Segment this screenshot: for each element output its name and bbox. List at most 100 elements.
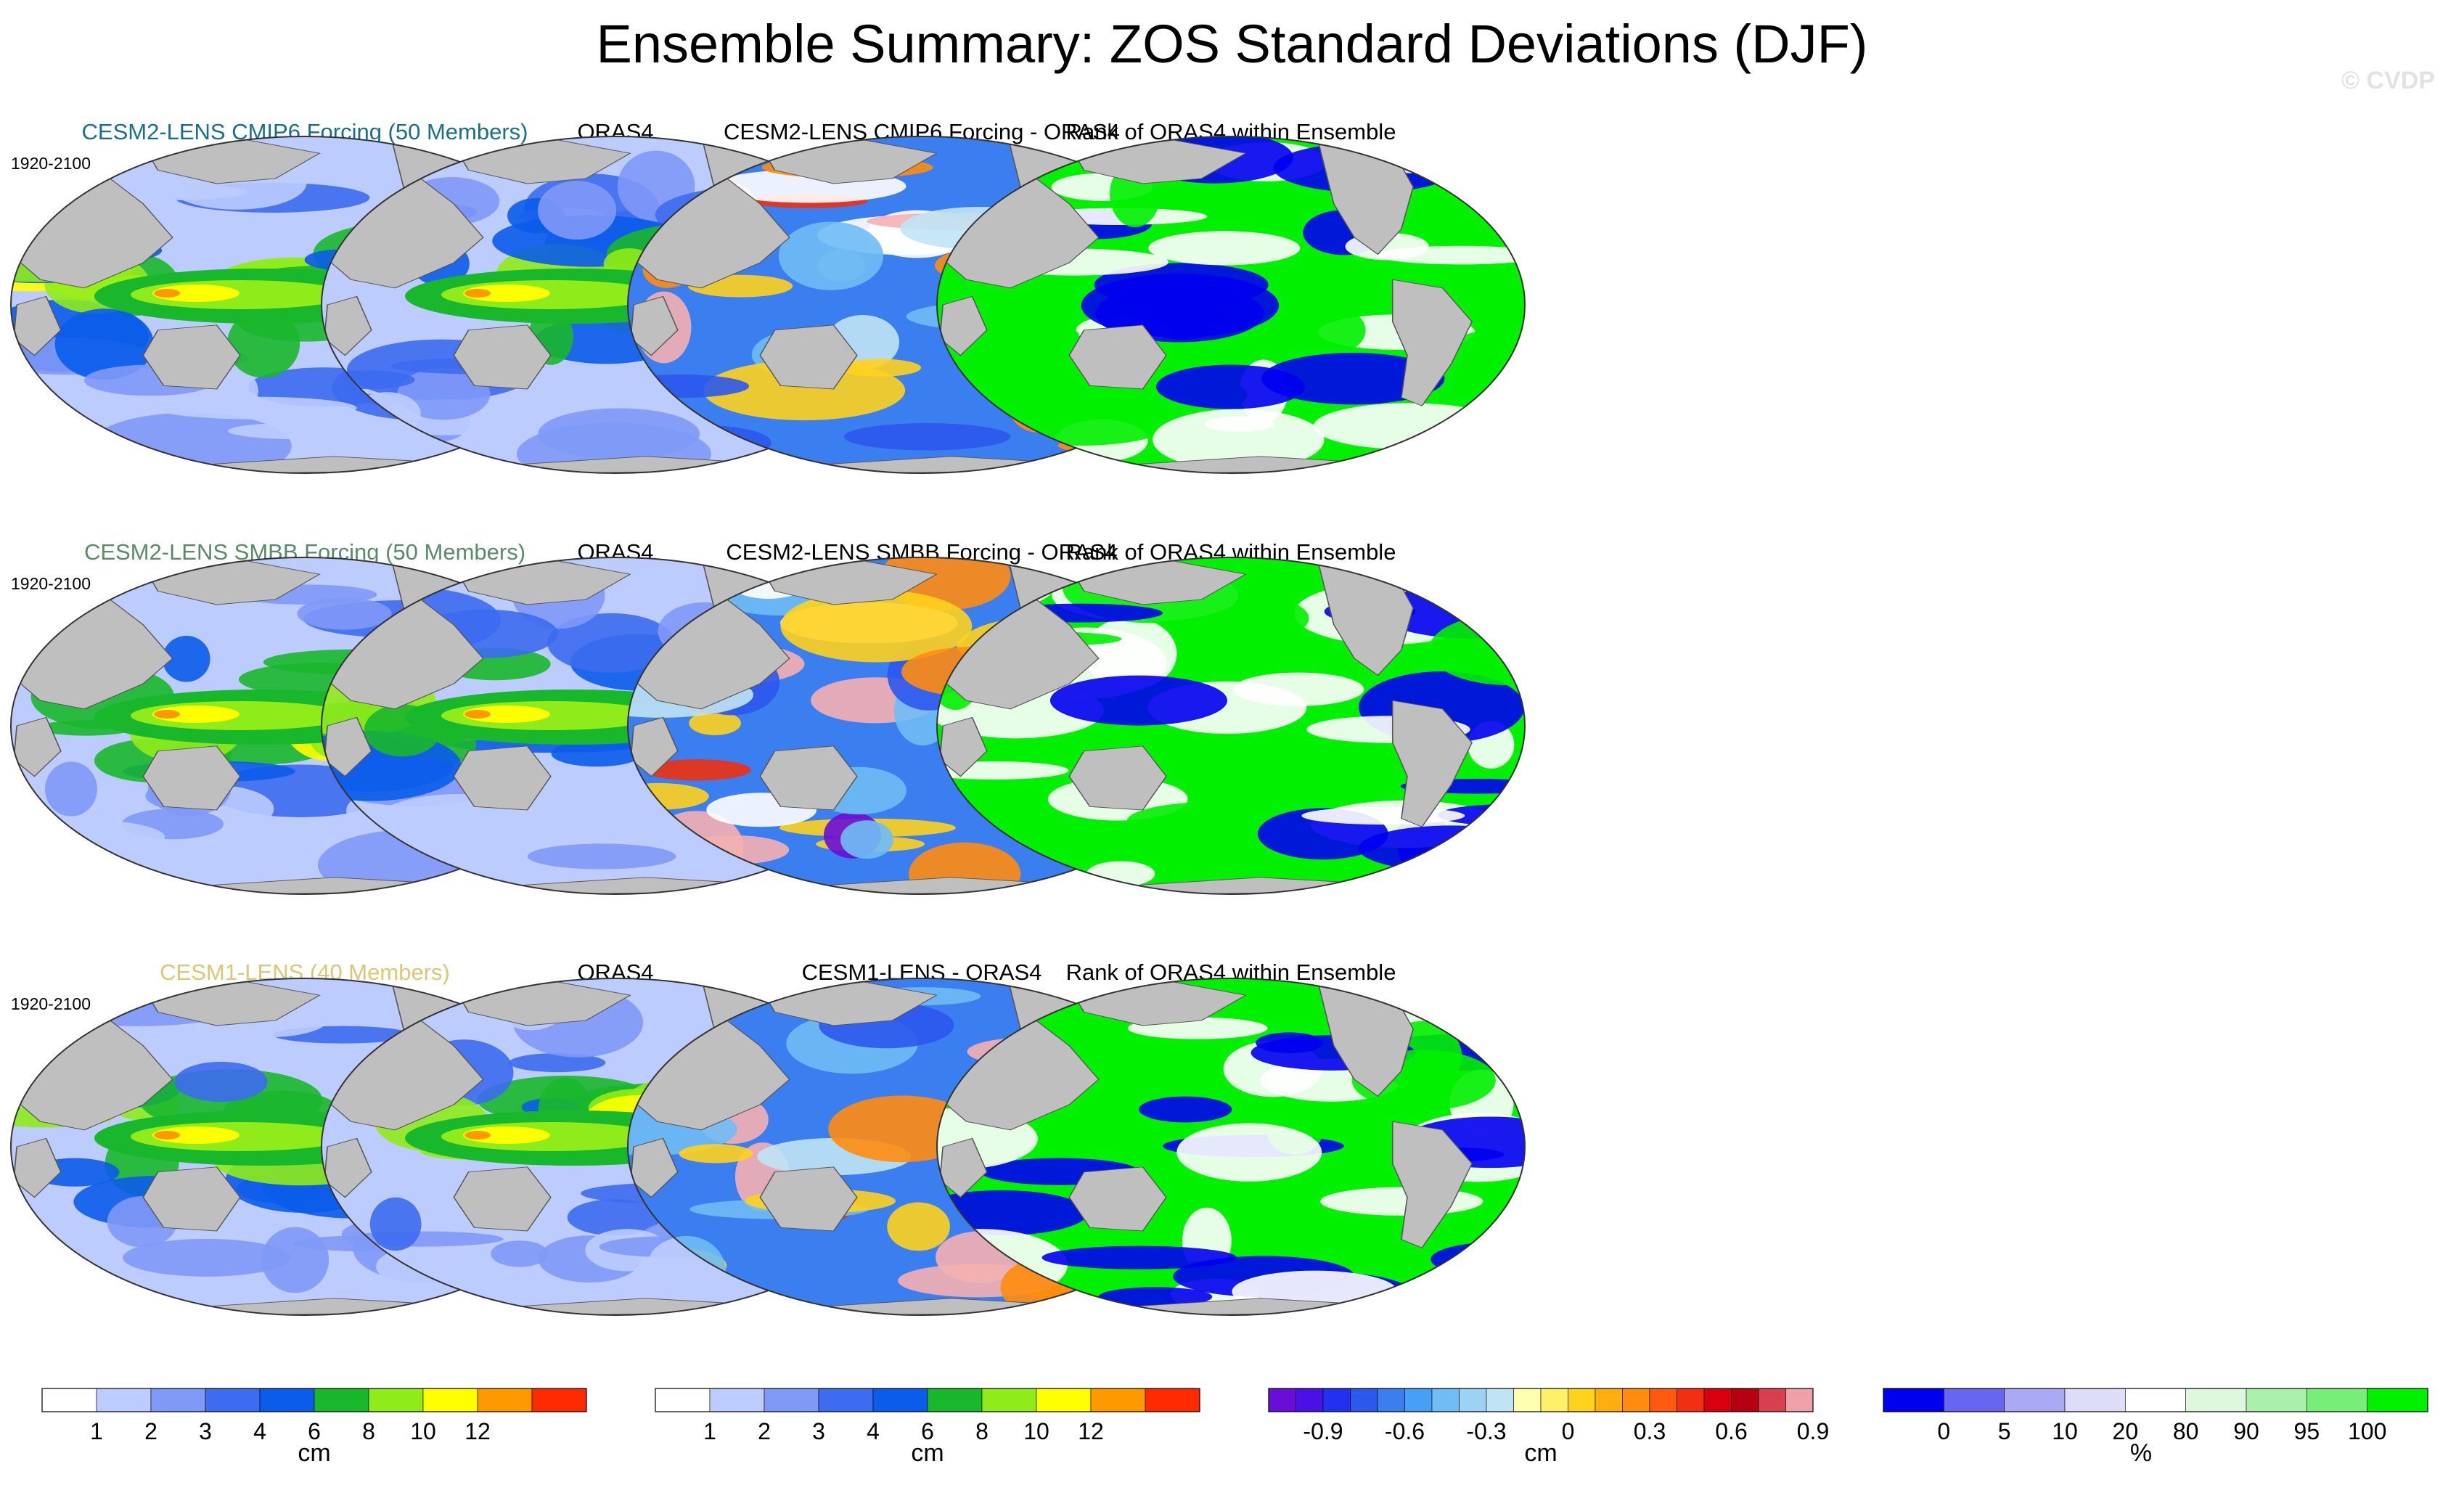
map-land (142, 324, 241, 390)
colorbar-swatch (1883, 1388, 1944, 1412)
map-field-patch (509, 1053, 606, 1073)
map-field-patch (1289, 759, 1415, 809)
colorbar-swatch (1649, 1388, 1677, 1412)
colorbar-swatch (259, 1388, 315, 1412)
colorbar-tick-label: 5 (1998, 1418, 2011, 1444)
map-field-patch (67, 1273, 112, 1310)
colorbar-tick-label: -0.6 (1385, 1418, 1425, 1444)
colorbar-swatch (1944, 1388, 2005, 1412)
map-field-patch (817, 249, 866, 282)
map-panel-3-4 (937, 978, 1525, 1315)
map-field-patch (1301, 806, 1465, 825)
colorbar-tick-label: 90 (2233, 1418, 2259, 1444)
colorbar-swatch (314, 1388, 369, 1412)
colorbar-tick-label: 12 (464, 1418, 491, 1444)
map-equatorial-max (152, 285, 240, 302)
colorbar-swatch (1540, 1388, 1568, 1412)
map-field-patch (491, 1240, 549, 1267)
map-field-patch (840, 820, 893, 859)
map-equatorial-max (463, 705, 550, 723)
map-field-patch (1457, 329, 1525, 356)
colorbar-tick-label: 3 (812, 1418, 825, 1444)
colorbar-frame (1268, 1388, 1814, 1412)
map-field-patch (297, 597, 392, 630)
colorbar-swatch (1758, 1388, 1786, 1412)
colorbar-swatch (150, 1388, 206, 1412)
map-land (1391, 1121, 1473, 1248)
colorbar-swatch (709, 1388, 765, 1412)
map-field-patch (1139, 1096, 1232, 1123)
map-equatorial-peak (154, 710, 180, 719)
colorbar-unit: cm (1524, 1439, 1557, 1467)
map-field-patch (45, 761, 97, 817)
colorbar-tick-label: 10 (2052, 1418, 2078, 1444)
map-field-patch (162, 635, 210, 682)
map-field-patch (397, 368, 491, 420)
map-field-patch (227, 422, 385, 440)
colorbar-tick-label: 0 (1937, 1418, 1950, 1444)
colorbar-swatch (2246, 1388, 2307, 1412)
colorbar-swatch (927, 1388, 983, 1412)
map-field-patch (689, 711, 741, 735)
colorbar-tick-label: 8 (362, 1418, 375, 1444)
colorbar-swatch (1404, 1388, 1433, 1412)
colorbar-tick-label: -0.3 (1466, 1418, 1506, 1444)
map-field-patch (887, 1202, 950, 1251)
colorbar-tick-label: 1 (90, 1418, 103, 1444)
colorbar-swatch (1322, 1388, 1351, 1412)
map-land (142, 1166, 241, 1232)
colorbar-swatch (1268, 1388, 1296, 1412)
colorbar-swatch (1377, 1388, 1405, 1412)
colorbar-swatch (655, 1388, 711, 1412)
map-field-patch (1261, 353, 1445, 405)
colorbar-swatch (2307, 1388, 2367, 1412)
colorbar-swatch (41, 1388, 97, 1412)
map-outline (936, 557, 1526, 895)
colorbar-swatch (1350, 1388, 1378, 1412)
map-land (453, 1166, 552, 1232)
map-field-patch (1313, 403, 1506, 450)
map-field-patch (937, 337, 1037, 404)
map-field-patch (1459, 557, 1525, 618)
colorbar-tick-label: 2 (144, 1418, 157, 1444)
map-land (1480, 152, 1525, 230)
colorbar-swatch (1731, 1388, 1759, 1412)
colorbar-swatch (1459, 1388, 1487, 1412)
map-land (142, 745, 241, 811)
colorbar-swatch (368, 1388, 424, 1412)
panel-period-2-1: 1920-2100 (11, 574, 91, 593)
colorbar-swatch (1703, 1388, 1732, 1412)
colorbar-tick-label: 10 (410, 1418, 436, 1444)
map-field-patch (11, 150, 68, 176)
colorbar-swatch (1090, 1388, 1146, 1412)
colorbar-tick-label: 2 (758, 1418, 771, 1444)
colorbar-swatch (2367, 1388, 2428, 1412)
map-land (1068, 324, 1167, 390)
colorbar-tick-label: 8 (975, 1418, 989, 1444)
map-land (453, 745, 552, 811)
colorbar-swatch (2125, 1388, 2186, 1412)
map-field-patch (11, 1258, 86, 1298)
map-equatorial-max (152, 1126, 240, 1144)
colorbar-swatch (1785, 1388, 1814, 1412)
map-field-patch (679, 1144, 753, 1163)
map-field-patch (174, 1061, 268, 1102)
colorbar-swatch (1568, 1388, 1596, 1412)
map-land (1480, 994, 1525, 1072)
map-field-patch (909, 842, 1021, 894)
map-field-patch (155, 396, 357, 420)
map-equatorial-peak (154, 1131, 180, 1140)
colorbar-tick-label: 100 (2348, 1418, 2386, 1444)
map-equatorial-peak (464, 710, 491, 719)
map-field-patch (515, 812, 640, 843)
panel-period-3-1: 1920-2100 (11, 994, 91, 1013)
map-field-patch (23, 1273, 83, 1309)
colorbar-swatch (1622, 1388, 1650, 1412)
map-field-patch (1176, 1123, 1322, 1182)
map-land (1391, 700, 1473, 827)
colorbar-swatch (1431, 1388, 1460, 1412)
colorbar-tick-label: 10 (1023, 1418, 1049, 1444)
map-equatorial-peak (154, 289, 180, 298)
map-land (1068, 745, 1167, 811)
